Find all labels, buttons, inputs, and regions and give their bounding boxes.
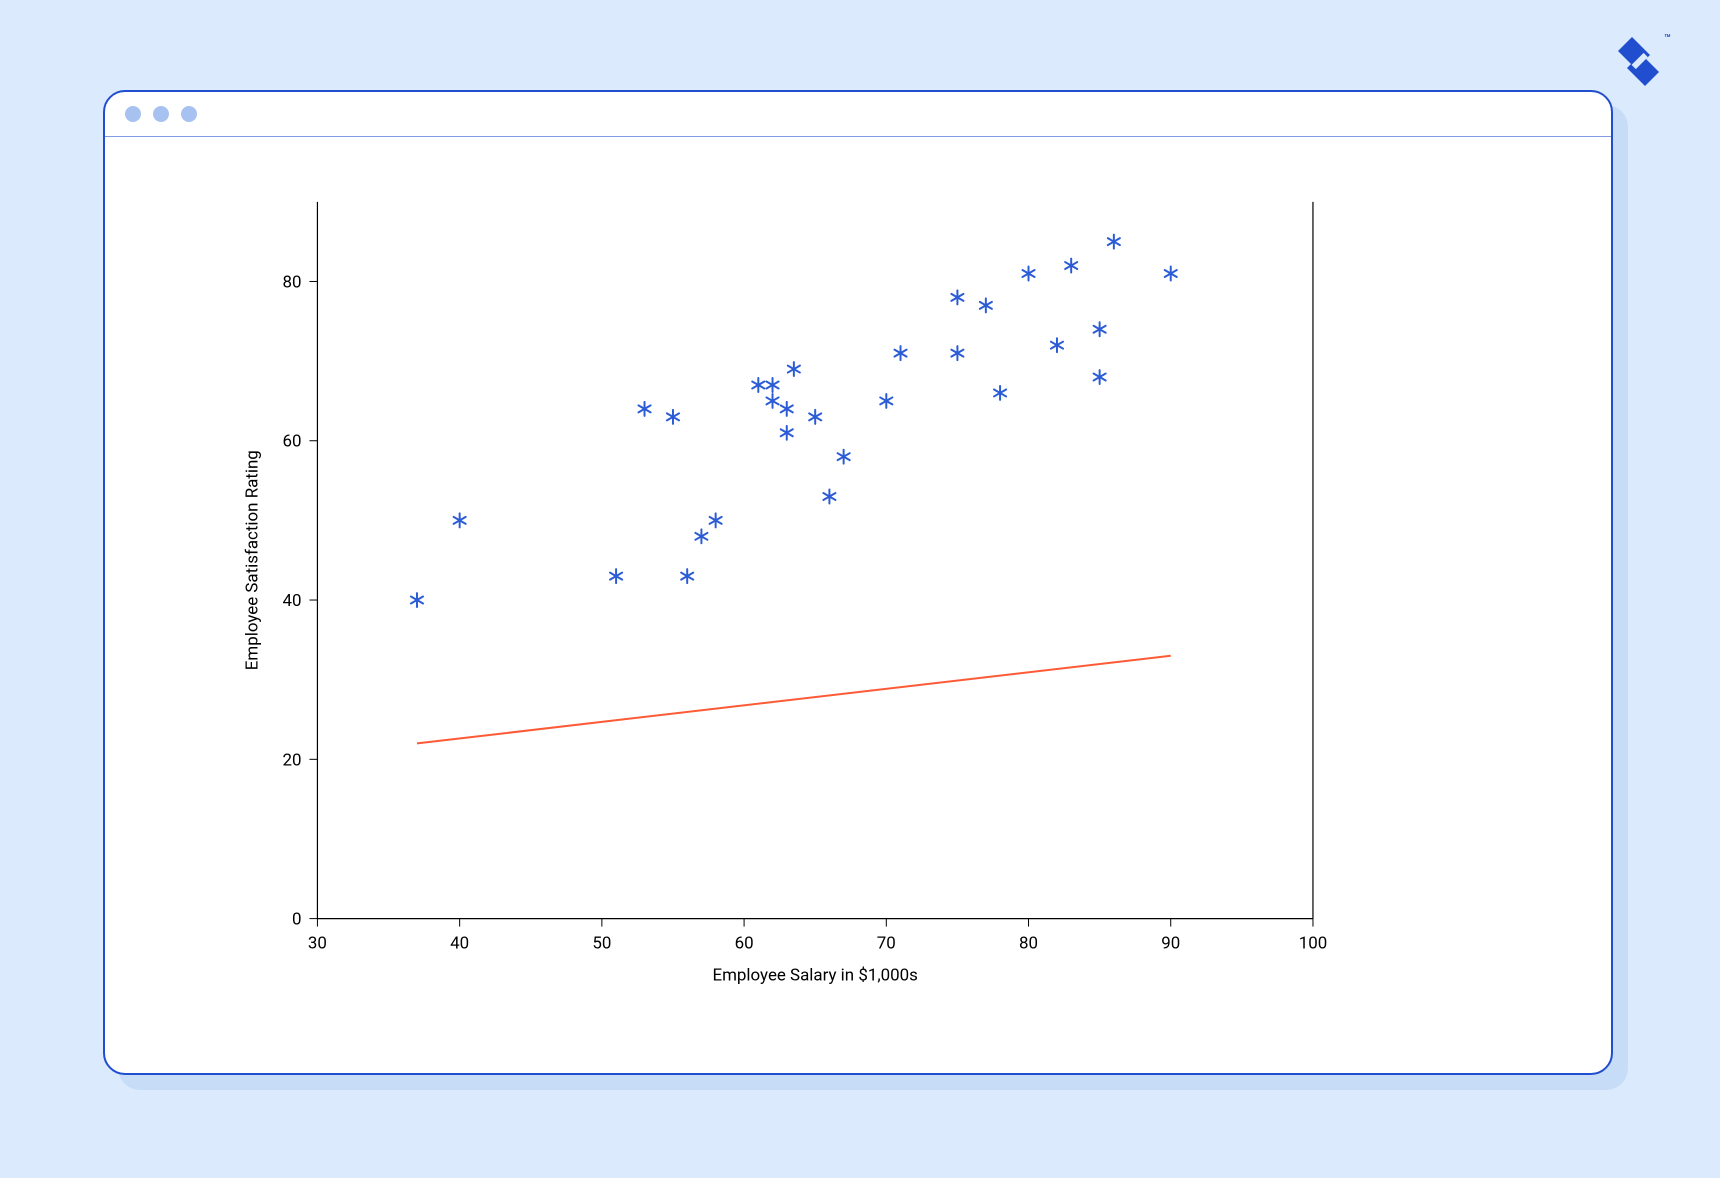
data-point: [695, 529, 707, 543]
data-point: [1094, 322, 1106, 336]
data-point: [823, 490, 835, 504]
svg-text:90: 90: [1161, 933, 1180, 953]
data-point: [1094, 370, 1106, 384]
svg-text:60: 60: [282, 432, 301, 452]
data-point: [752, 378, 764, 392]
data-point: [838, 450, 850, 464]
svg-text:0: 0: [292, 910, 302, 930]
svg-text:50: 50: [592, 933, 611, 953]
svg-text:40: 40: [450, 933, 469, 953]
trademark-symbol: ™: [1664, 32, 1671, 45]
window-titlebar: [105, 92, 1611, 137]
traffic-light-close[interactable]: [125, 106, 141, 122]
page-root: ™ 30 40 50 60 70 80 90 100 0 20 40 60 80 Employee Sal…: [0, 0, 1720, 1178]
svg-text:60: 60: [735, 933, 754, 953]
scatter-chart: 30 40 50 60 70 80 90 100 0 20 40 60 80 Employee Salar…: [105, 162, 1611, 1053]
y-axis-label: Employee Satisfaction Rating: [243, 450, 263, 670]
traffic-light-zoom[interactable]: [181, 106, 197, 122]
data-point: [1165, 267, 1177, 281]
svg-text:80: 80: [1019, 933, 1038, 953]
svg-text:30: 30: [308, 933, 327, 953]
data-point: [781, 426, 793, 440]
data-point: [667, 410, 679, 424]
data-point: [894, 346, 906, 360]
data-point: [809, 410, 821, 424]
trend-line: [417, 656, 1171, 744]
data-point: [994, 386, 1006, 400]
data-point: [1108, 235, 1120, 249]
svg-text:70: 70: [877, 933, 896, 953]
svg-text:20: 20: [282, 750, 301, 770]
data-point: [951, 346, 963, 360]
data-point: [681, 569, 693, 583]
data-point: [781, 402, 793, 416]
data-point: [1022, 267, 1034, 281]
data-point: [610, 569, 622, 583]
data-point: [951, 290, 963, 304]
svg-text:80: 80: [282, 272, 301, 292]
browser-window: 30 40 50 60 70 80 90 100 0 20 40 60 80 Employee Salar…: [103, 90, 1613, 1075]
x-axis-label: Employee Salary in $1,000s: [712, 965, 917, 985]
data-point: [766, 378, 778, 392]
data-point: [880, 394, 892, 408]
data-point: [411, 593, 423, 607]
data-point: [766, 394, 778, 408]
data-point: [980, 298, 992, 312]
traffic-light-minimize[interactable]: [153, 106, 169, 122]
svg-text:40: 40: [282, 591, 301, 611]
data-point: [638, 402, 650, 416]
chart-container: 30 40 50 60 70 80 90 100 0 20 40 60 80 Employee Salar…: [105, 162, 1611, 1053]
brand-logo: ™: [1618, 34, 1674, 94]
data-point: [1051, 338, 1063, 352]
data-point: [710, 513, 722, 527]
svg-text:100: 100: [1299, 933, 1328, 953]
data-point: [1065, 259, 1077, 273]
data-point: [788, 362, 800, 376]
data-point: [454, 513, 466, 527]
